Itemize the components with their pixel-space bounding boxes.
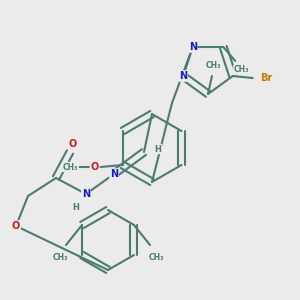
Text: CH₃: CH₃	[205, 61, 221, 70]
Text: CH₃: CH₃	[63, 163, 78, 172]
Text: N: N	[189, 42, 197, 52]
Text: O: O	[12, 221, 20, 231]
Text: N: N	[179, 71, 187, 81]
Text: H: H	[73, 203, 80, 212]
Text: CH₃: CH₃	[52, 253, 68, 262]
Text: Br: Br	[261, 73, 273, 83]
Text: N: N	[82, 189, 90, 199]
Text: H: H	[154, 145, 161, 154]
Text: N: N	[110, 169, 118, 179]
Text: O: O	[69, 139, 77, 149]
Text: O: O	[90, 162, 99, 172]
Text: CH₃: CH₃	[233, 65, 249, 74]
Text: CH₃: CH₃	[148, 253, 164, 262]
